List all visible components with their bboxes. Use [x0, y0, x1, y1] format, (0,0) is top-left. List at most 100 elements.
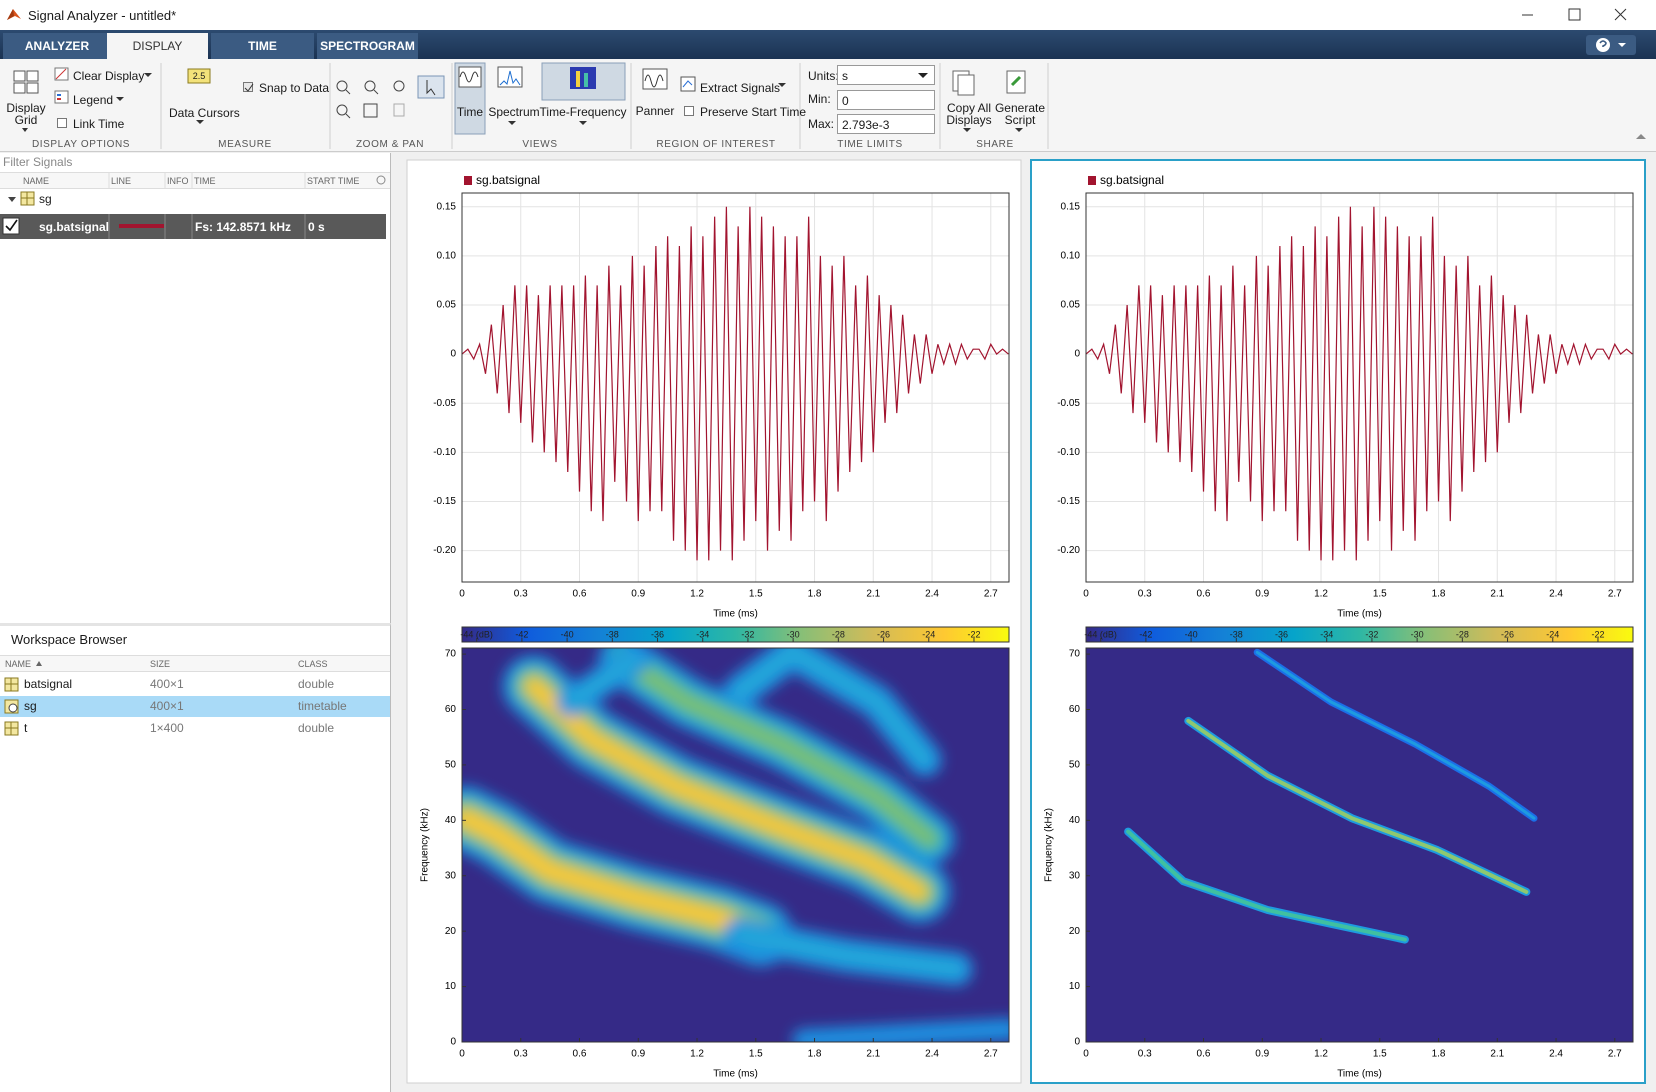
spectrogram-image: [462, 648, 1009, 1042]
x-tick-label: 1.2: [1314, 1049, 1328, 1060]
x-tick-label: 0.9: [1255, 1049, 1269, 1060]
y-tick-label: -0.05: [1057, 398, 1080, 409]
extract-signals-button[interactable]: Extract Signals: [700, 81, 781, 95]
window-controls[interactable]: [1520, 6, 1650, 24]
variable-size: 1×400: [150, 721, 184, 735]
colorbar-tick-label: -32: [741, 629, 754, 639]
y-tick-label: 10: [1069, 981, 1081, 992]
units-dropdown[interactable]: s: [837, 65, 935, 85]
units-label: Units:: [808, 69, 839, 83]
time-view-button[interactable]: Time: [456, 105, 484, 119]
clear-display-button[interactable]: Clear Display: [73, 69, 145, 83]
y-tick-label: 40: [1069, 815, 1081, 826]
colorbar-tick-label: -30: [1411, 629, 1424, 639]
column-header[interactable]: NAME: [5, 659, 32, 669]
legend-button[interactable]: Legend: [73, 93, 114, 107]
tab[interactable]: SPECTROGRAM: [317, 33, 418, 59]
y-tick-label: 50: [445, 760, 457, 771]
max-field[interactable]: 2.793e-3: [837, 114, 935, 134]
preserve-start-checkbox[interactable]: [684, 106, 694, 116]
y-tick-label: 70: [445, 649, 457, 660]
y-tick-label: 0: [1074, 349, 1080, 360]
column-header[interactable]: INFO: [167, 176, 189, 186]
y-tick-label: 0.10: [1061, 251, 1081, 262]
window-title: Signal Analyzer - untitled*: [28, 8, 177, 23]
column-header[interactable]: SIZE: [150, 659, 171, 669]
workspace-header: [0, 655, 390, 672]
x-tick-label: 2.1: [1490, 589, 1504, 600]
min-label: Min:: [808, 92, 831, 106]
x-tick-label: 2.1: [1490, 1049, 1504, 1060]
colorbar-tick-label: -40: [1185, 629, 1198, 639]
display-grid-button[interactable]: Display Grid: [6, 101, 46, 127]
column-header[interactable]: LINE: [111, 176, 132, 186]
column-header[interactable]: TIME: [194, 176, 216, 186]
y-tick-label: -0.20: [433, 545, 456, 556]
colorbar-tick-label: -26: [877, 629, 890, 639]
y-tick-label: 0.15: [1061, 201, 1081, 212]
ribbon-icons: [13, 62, 1646, 149]
colorbar-tick-label: -28: [832, 629, 845, 639]
x-tick-label: 0: [459, 1049, 465, 1060]
y-tick-label: 60: [445, 704, 457, 715]
link-time-label: Link Time: [73, 117, 125, 131]
link-time-checkbox[interactable]: [57, 118, 67, 128]
group-label: VIEWS: [522, 139, 558, 150]
min-field[interactable]: 0: [837, 90, 935, 110]
ribbon: [0, 59, 1656, 152]
x-tick-label: 1.5: [1373, 1049, 1387, 1060]
legend-label: sg.batsignal: [476, 173, 540, 187]
copy-all-displays-button[interactable]: Copy All Displays: [946, 101, 992, 127]
help-button[interactable]: [1586, 35, 1636, 55]
signal-group-name[interactable]: sg: [39, 192, 52, 206]
variable-name[interactable]: batsignal: [24, 677, 73, 691]
y-axis-label: Frequency (kHz): [420, 808, 431, 882]
signal-name[interactable]: sg.batsignal: [39, 220, 110, 234]
colorbar-tick-label: -22: [967, 629, 980, 639]
panner-button[interactable]: Panner: [635, 104, 675, 118]
x-tick-label: 2.7: [1608, 1049, 1622, 1060]
y-tick-label: 50: [1069, 760, 1081, 771]
data-cursors-button[interactable]: Data Cursors: [169, 106, 240, 120]
preserve-start-label: Preserve Start Time: [700, 105, 807, 119]
spectrogram-blur: [462, 648, 1009, 1042]
x-tick-label: 0.6: [1197, 1049, 1211, 1060]
spectrum-view-button[interactable]: Spectrum: [488, 105, 540, 119]
group-label: MEASURE: [218, 139, 272, 150]
spectral-ridge: [792, 1018, 1009, 1042]
spectral-ridge: [1186, 718, 1529, 894]
spectrogram-background: [1086, 648, 1633, 1042]
y-tick-label: 0: [1074, 1037, 1080, 1048]
app-icon: [7, 9, 21, 20]
legend-swatch: [1088, 176, 1096, 185]
x-tick-label: 2.1: [866, 589, 880, 600]
tab[interactable]: ANALYZER: [3, 33, 111, 59]
colorbar-tick-label: -38: [606, 629, 619, 639]
spectral-ridge: [731, 648, 933, 768]
generate-script-button[interactable]: Generate Script: [994, 101, 1046, 127]
snap-checkbox[interactable]: [243, 82, 254, 92]
colorbar-tick-label: -44 (dB): [1084, 629, 1117, 639]
variable-name[interactable]: sg: [24, 699, 37, 713]
variable-name[interactable]: t: [24, 721, 28, 735]
time-frequency-view-button[interactable]: Time-Frequency: [539, 105, 627, 119]
group-label: TIME LIMITS: [837, 139, 903, 150]
max-value: 2.793e-3: [842, 118, 890, 132]
y-tick-label: 0: [450, 349, 456, 360]
y-tick-label: -0.05: [433, 398, 456, 409]
tab[interactable]: TIME: [211, 33, 314, 59]
filter-signals-field[interactable]: Filter Signals: [3, 155, 73, 169]
x-tick-label: 0.3: [514, 1049, 528, 1060]
x-tick-label: 1.5: [1373, 589, 1387, 600]
x-tick-label: 1.2: [690, 589, 704, 600]
y-tick-label: 60: [1069, 704, 1081, 715]
column-header[interactable]: NAME: [23, 176, 50, 186]
tab-active[interactable]: DISPLAY: [107, 33, 208, 59]
column-header[interactable]: CLASS: [298, 659, 328, 669]
column-header[interactable]: START TIME: [307, 176, 360, 186]
y-tick-label: 0.15: [437, 201, 457, 212]
colorbar-tick-label: -38: [1230, 629, 1243, 639]
spectral-ridge: [731, 926, 964, 978]
y-tick-label: -0.10: [1057, 447, 1080, 458]
sort-indicator: [36, 661, 42, 666]
